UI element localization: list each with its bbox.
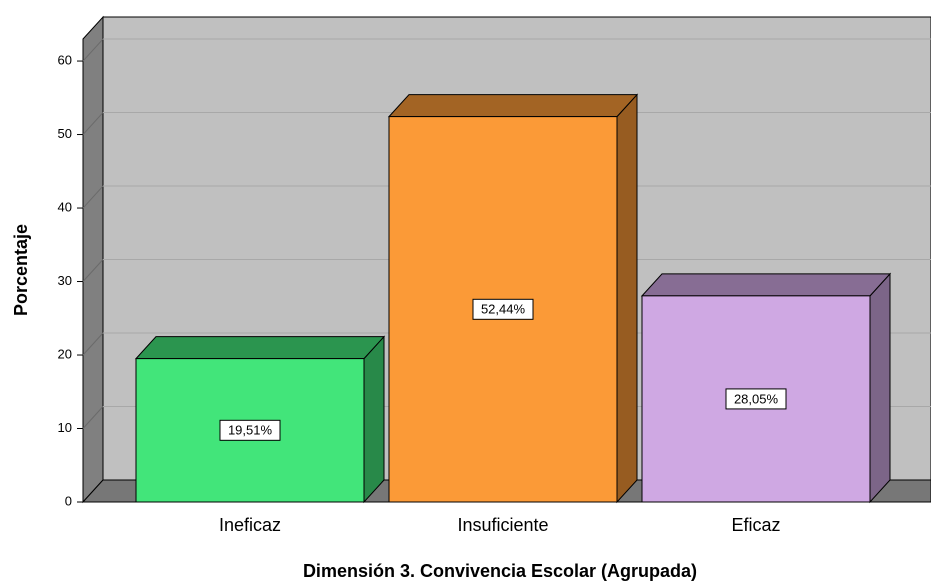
value-label-box: [472, 298, 534, 320]
y-tick-label: 50: [58, 126, 72, 141]
grid-line: [82, 406, 104, 429]
grid-line: [82, 185, 104, 209]
y-tick-label: 60: [58, 52, 72, 67]
bar-top: [640, 273, 892, 297]
value-label-box: [219, 419, 281, 441]
y-tick-label: 40: [58, 199, 72, 214]
value-label: 19,51%: [228, 423, 273, 438]
x-tick-label: Insuficiente: [457, 515, 548, 535]
y-tick-label: 30: [58, 273, 72, 288]
grid-line: [82, 332, 104, 356]
bar-side: [869, 272, 891, 504]
x-tick-label: Ineficaz: [219, 515, 281, 535]
bar-top: [134, 336, 386, 360]
x-axis-title: Dimensión 3. Convivencia Escolar (Agrupa…: [303, 561, 697, 581]
value-label: 52,44%: [481, 302, 526, 317]
grid-line: [82, 112, 104, 135]
y-tick-label: 10: [58, 420, 72, 435]
y-tick-label: 0: [65, 493, 72, 508]
value-label: 28,05%: [734, 391, 779, 406]
left-wall: [82, 15, 104, 504]
bar-side: [616, 93, 638, 504]
grid-line: [82, 259, 104, 282]
value-label-box: [725, 388, 787, 410]
x-tick-label: Eficaz: [731, 515, 780, 535]
y-axis-title: Porcentaje: [11, 224, 31, 316]
bar-top: [387, 94, 639, 118]
bar-side: [363, 335, 385, 504]
y-tick-label: 20: [58, 346, 72, 361]
grid-line: [82, 38, 104, 62]
